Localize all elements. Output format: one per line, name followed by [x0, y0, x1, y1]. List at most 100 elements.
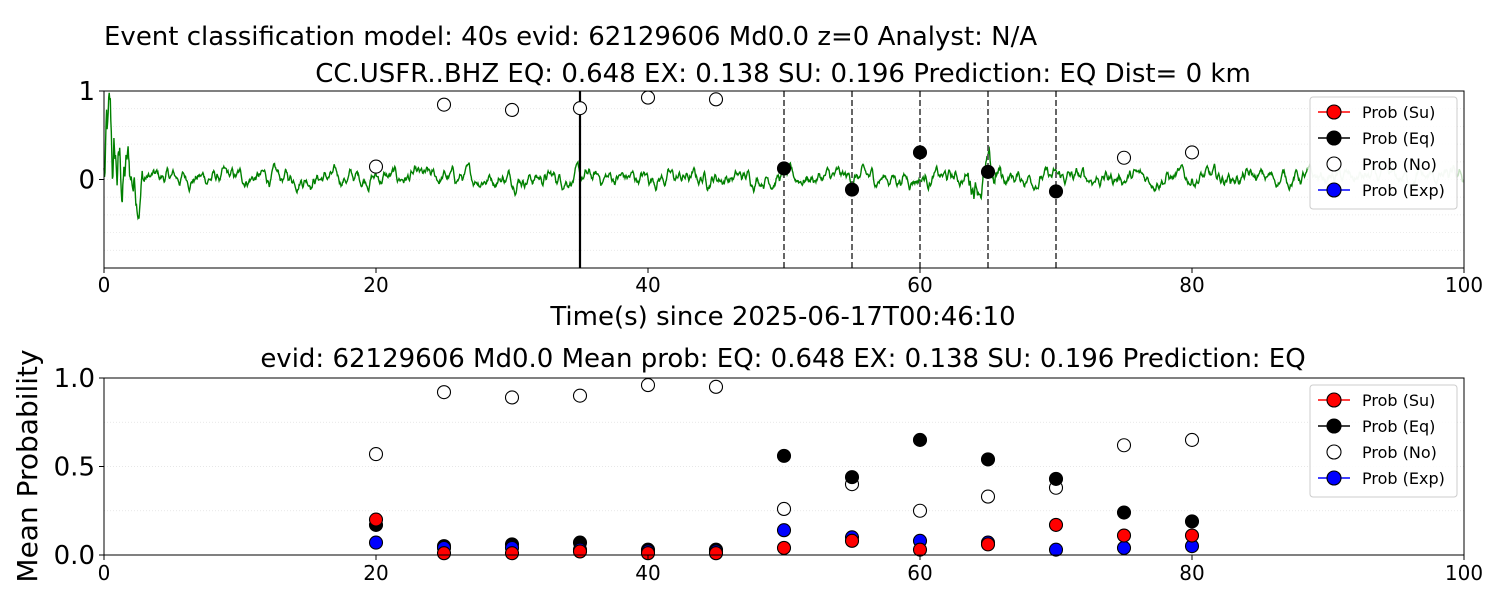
x-tick-label: 60	[907, 561, 932, 585]
mean-prob-point-probexp	[1116, 540, 1132, 555]
x-tick-label: 60	[907, 273, 932, 297]
x-tick-label: 40	[635, 273, 660, 297]
x-tick-label: 0	[98, 561, 111, 585]
mean-prob-point-probno	[912, 503, 928, 518]
waveform-point-probno	[640, 90, 656, 105]
mean-prob-x-ticks: 0 20 40 60 80 100	[98, 555, 1483, 585]
waveform-point-probno	[368, 159, 384, 174]
mean-prob-point-probsu	[1116, 528, 1132, 543]
mean-prob-point-probsu	[708, 546, 724, 561]
mean-prob-point-probsu	[776, 540, 792, 555]
waveform-point-probeq	[980, 164, 996, 179]
legend-label: Prob (No)	[1362, 443, 1437, 462]
mean-prob-point-probeq	[980, 452, 996, 467]
mean-prob-y-ticks: 0.0 0.5 1.0	[54, 364, 104, 571]
mean-prob-point-probeq	[1184, 514, 1200, 529]
figure-title: Event classification model: 40s evid: 62…	[104, 22, 1037, 52]
mean-prob-legend: Prob (Su) Prob (Eq) Prob (No) Prob (Exp)	[1309, 384, 1458, 498]
x-tick-label: 100	[1445, 561, 1483, 585]
waveform-point-probeq	[912, 145, 928, 160]
x-tick-label: 100	[1445, 273, 1483, 297]
legend-box	[1309, 384, 1458, 498]
mean-prob-point-probexp	[1048, 542, 1064, 557]
x-tick-label: 20	[363, 273, 388, 297]
waveform-point-probno	[708, 92, 724, 107]
waveform-point-probeq	[1048, 184, 1064, 199]
waveform-y-ticks: 01	[78, 77, 104, 196]
mean-prob-point-probeq	[776, 448, 792, 463]
x-tick-label: 80	[1179, 561, 1204, 585]
waveform-point-probno	[572, 101, 588, 116]
y-tick-label: 0.5	[54, 453, 95, 483]
waveform-legend: Prob (Su) Prob (Eq) Prob (No) Prob (Exp)	[1309, 96, 1458, 210]
legend-label: Prob (Eq)	[1362, 129, 1435, 148]
legend-label: Prob (Eq)	[1362, 417, 1435, 436]
legend-label: Prob (No)	[1362, 155, 1437, 174]
mean-prob-point-probsu	[572, 544, 588, 559]
mean-prob-y-axis-label: Mean Probability	[11, 349, 44, 582]
mean-prob-point-probexp	[776, 523, 792, 538]
mean-prob-point-probsu	[844, 533, 860, 548]
mean-prob-point-probno	[776, 501, 792, 517]
mean-probability-panel: evid: 62129606 Md0.0 Mean prob: EQ: 0.64…	[11, 344, 1483, 585]
waveform-line	[103, 92, 1309, 221]
waveform-point-probno	[504, 102, 520, 118]
legend-marker	[1326, 182, 1342, 198]
legend-label: Prob (Su)	[1362, 103, 1435, 122]
mean-prob-point-probeq	[844, 470, 860, 485]
legend-label: Prob (Su)	[1362, 391, 1435, 410]
legend-label: Prob (Exp)	[1362, 181, 1445, 200]
legend-marker	[1326, 444, 1342, 460]
y-tick-label: 0.0	[54, 541, 95, 571]
legend-marker	[1326, 130, 1342, 146]
waveform-x-axis-label: Time(s) since 2025-06-17T00:46:10	[549, 302, 1015, 332]
mean-prob-points	[368, 378, 1200, 561]
mean-prob-gridlines	[104, 421, 1464, 512]
mean-prob-point-probno	[504, 390, 520, 405]
y-tick-label: 1.0	[54, 364, 95, 394]
mean-prob-point-probno	[1116, 438, 1132, 453]
legend-marker	[1326, 104, 1342, 120]
mean-prob-point-probno	[572, 388, 588, 403]
legend-marker	[1326, 470, 1342, 486]
mean-prob-point-probsu	[980, 537, 996, 552]
x-tick-label: 40	[635, 561, 660, 585]
mean-prob-point-probsu	[1048, 517, 1064, 532]
mean-prob-point-probexp	[368, 535, 384, 550]
mean-prob-point-probno	[436, 385, 452, 400]
mean-prob-point-probsu	[368, 512, 384, 527]
x-tick-label: 80	[1179, 273, 1204, 297]
legend-label: Prob (Exp)	[1362, 469, 1445, 488]
mean-prob-point-probsu	[436, 546, 452, 561]
x-tick-label: 20	[363, 561, 388, 585]
waveform-point-probno	[1116, 150, 1132, 165]
legend-box	[1309, 96, 1458, 210]
waveform-point-probeq	[776, 161, 792, 176]
mean-prob-title: evid: 62129606 Md0.0 Mean prob: EQ: 0.64…	[260, 344, 1305, 374]
mean-prob-point-probeq	[1116, 505, 1132, 520]
legend-marker	[1326, 156, 1342, 172]
waveform-point-probeq	[844, 182, 860, 197]
y-tick-label: 1	[78, 77, 95, 107]
mean-prob-point-probsu	[912, 542, 928, 557]
legend-marker	[1326, 392, 1342, 408]
waveform-title: CC.USFR..BHZ EQ: 0.648 EX: 0.138 SU: 0.1…	[315, 59, 1251, 89]
waveform-x-ticks: 0 20 40 60 80 100	[98, 268, 1483, 297]
mean-prob-point-probsu	[1184, 528, 1200, 543]
mean-prob-point-probsu	[504, 546, 520, 561]
legend-marker	[1326, 418, 1342, 434]
mean-prob-point-probno	[640, 378, 656, 393]
mean-prob-point-probno	[1184, 432, 1200, 448]
x-tick-label: 0	[98, 273, 111, 297]
mean-prob-point-probno	[980, 489, 996, 504]
mean-prob-point-probno	[708, 379, 724, 394]
mean-prob-point-probno	[368, 447, 384, 462]
waveform-markers	[578, 91, 1057, 268]
waveform-probability-points	[368, 90, 1200, 199]
y-tick-label: 0	[78, 166, 95, 196]
waveform-point-probno	[436, 97, 452, 112]
waveform-point-probno	[1184, 145, 1200, 160]
mean-prob-point-probeq	[912, 432, 928, 448]
mean-prob-point-probeq	[1048, 471, 1064, 486]
